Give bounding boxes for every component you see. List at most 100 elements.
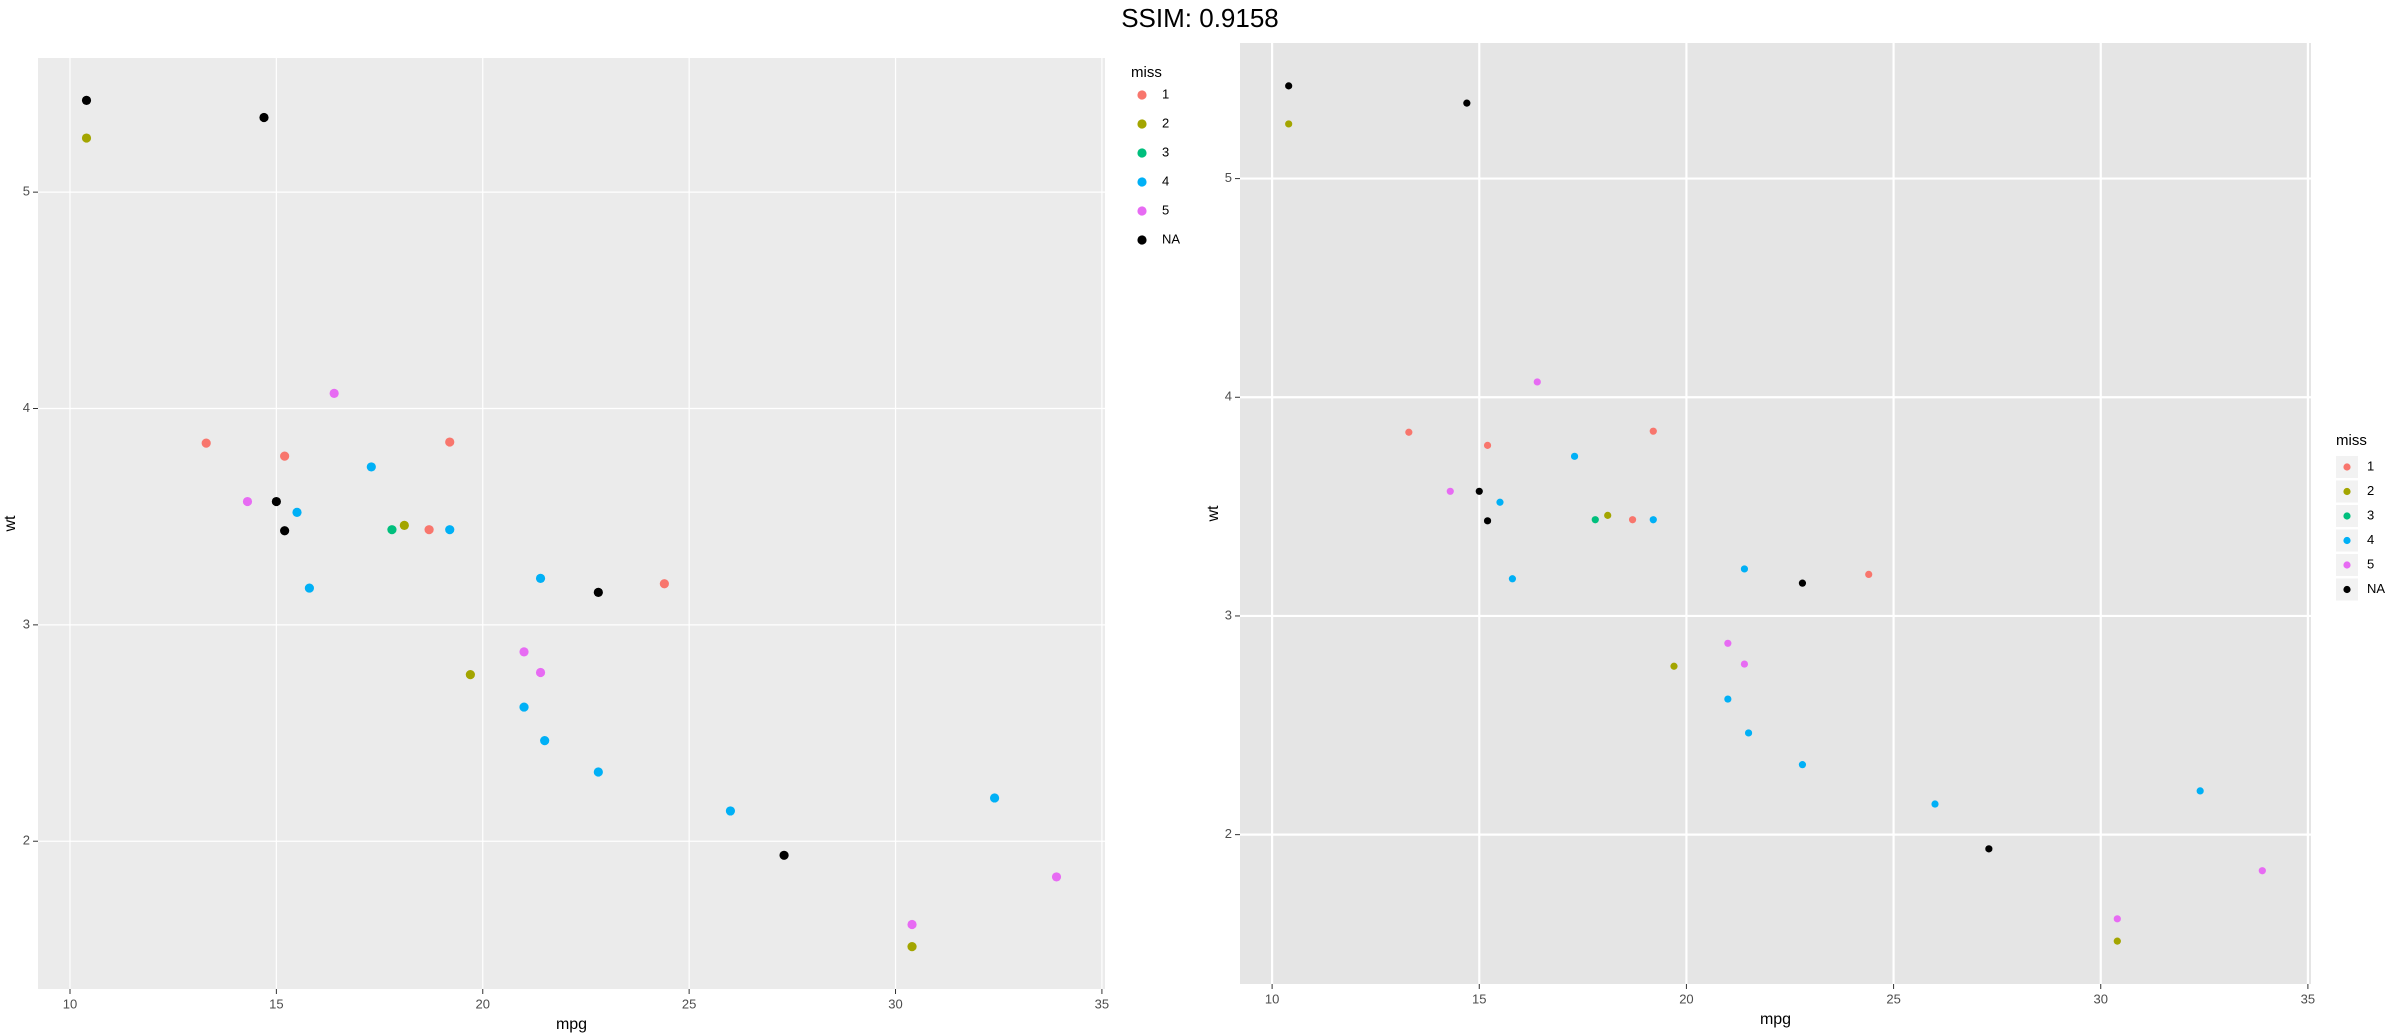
point (1744, 729, 1753, 737)
point (445, 525, 455, 535)
point (242, 496, 253, 507)
point (399, 520, 409, 530)
x-tick-label: 25 (1886, 991, 1900, 1006)
legend-key (2343, 463, 2351, 471)
point (1670, 662, 1678, 670)
x-tick-label: 20 (476, 996, 490, 1011)
point (1483, 441, 1492, 449)
point (1628, 516, 1637, 524)
point (424, 525, 434, 535)
point (1285, 82, 1293, 90)
point (535, 667, 546, 678)
point (1483, 517, 1492, 525)
point (81, 133, 92, 143)
plot-panel (38, 58, 1105, 989)
plot-panel (1240, 43, 2311, 984)
point (1051, 872, 1062, 882)
x-tick-label: 30 (888, 996, 902, 1011)
point (593, 587, 603, 598)
legend-label: 4 (1162, 173, 1169, 188)
point (259, 112, 269, 123)
x-tick-label: 15 (1472, 991, 1486, 1006)
legend-key (1137, 148, 1147, 158)
point (593, 767, 603, 777)
legend-label: 3 (2367, 507, 2374, 522)
point (907, 941, 917, 952)
legend-key (1137, 206, 1147, 216)
legend-label: 1 (2367, 458, 2374, 473)
point (280, 526, 290, 536)
y-tick-label: 3 (1225, 607, 1232, 622)
point (201, 438, 211, 448)
point (779, 850, 789, 860)
legend-label: 5 (1162, 202, 1169, 217)
legend-key (1137, 90, 1147, 100)
point (1649, 516, 1657, 524)
legend-label: 5 (2367, 556, 2374, 571)
x-tick-label: 20 (1679, 991, 1693, 1006)
x-tick-label: 35 (1095, 996, 1109, 1011)
point (540, 736, 550, 746)
y-tick-label: 4 (1225, 389, 1232, 404)
point (1570, 452, 1579, 460)
y-axis-title: wt (1205, 505, 1222, 523)
x-tick-label: 10 (1265, 991, 1279, 1006)
point (2196, 787, 2204, 795)
point (1446, 487, 1454, 495)
point (1496, 498, 1504, 506)
legend-label: NA (2367, 581, 2385, 596)
point (2113, 915, 2121, 923)
legend-title: miss (1131, 64, 1162, 81)
x-axis-title: mpg (1760, 1011, 1791, 1028)
y-tick-label: 5 (1225, 170, 1232, 185)
legend-label: 1 (1162, 86, 1169, 101)
y-tick-label: 2 (1225, 826, 1232, 841)
legend-key (2343, 512, 2351, 520)
x-tick-label: 30 (2094, 991, 2108, 1006)
point (465, 670, 475, 680)
point (1724, 695, 1732, 703)
x-tick-label: 25 (682, 996, 696, 1011)
x-axis-title: mpg (556, 1016, 587, 1033)
point (535, 573, 546, 583)
point (1798, 579, 1807, 587)
point (387, 525, 397, 535)
point (1285, 120, 1293, 128)
point (1931, 800, 1939, 808)
point (725, 806, 736, 816)
page-title: SSIM: 0.9158 (1121, 3, 1279, 33)
legend-key (2343, 585, 2351, 594)
point (519, 647, 529, 657)
point (989, 793, 1000, 803)
point (2113, 937, 2121, 945)
point (271, 496, 281, 507)
legend-key (1137, 177, 1147, 187)
legend-label: NA (1162, 231, 1180, 246)
point (1405, 428, 1413, 436)
point (1985, 845, 1993, 853)
point (1724, 639, 1732, 647)
legend-key (2343, 561, 2351, 569)
legend-label: 2 (2367, 483, 2374, 498)
x-tick-label: 15 (269, 996, 283, 1011)
y-tick-label: 2 (23, 833, 30, 848)
legend-key (2343, 536, 2351, 545)
point (1649, 427, 1657, 435)
point (1463, 99, 1471, 107)
point (1533, 378, 1541, 386)
legend-key (1137, 235, 1147, 245)
point (1604, 511, 1612, 519)
point (366, 462, 376, 472)
y-tick-label: 5 (23, 184, 30, 199)
point (81, 95, 92, 106)
point (1475, 487, 1483, 495)
point (280, 451, 290, 461)
y-tick-label: 4 (23, 400, 30, 415)
legend-label: 4 (2367, 532, 2374, 547)
x-tick-label: 10 (63, 996, 77, 1011)
point (304, 583, 314, 593)
y-axis-title: wt (2, 515, 19, 533)
legend-label: 2 (1162, 115, 1169, 130)
point (2258, 867, 2266, 875)
